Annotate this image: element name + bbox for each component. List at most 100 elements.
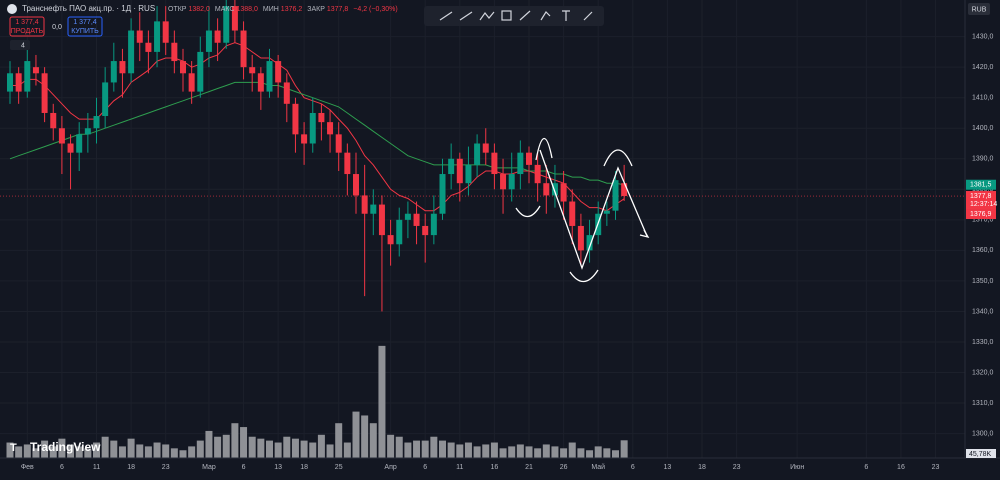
candle-body [309,112,316,144]
stat-value: 1382,0 [188,6,210,13]
sell-button[interactable] [9,16,45,37]
candle-body [551,183,558,196]
candle-body [32,67,39,74]
tool-icon[interactable] [439,11,453,21]
tool-icon[interactable] [583,11,593,21]
tool-icon[interactable] [519,10,531,21]
candle-body [188,73,195,92]
volume-bar [490,442,498,458]
toolbar[interactable] [424,6,604,26]
candle-body [41,73,48,113]
x-tick-label: Июн [790,464,804,471]
x-tick-label: 23 [932,464,940,471]
volume-bar [343,442,351,458]
volume-bar [594,446,602,458]
volume-tag [966,449,996,458]
volume-bar [118,446,126,458]
x-tick-label: 6 [423,464,427,471]
candle-body [491,152,498,175]
candle-body [370,204,377,214]
volume-bar [326,444,334,458]
candle-body [430,213,437,236]
x-tick-label: 6 [60,464,64,471]
y-tick-label: 1410,0 [972,95,994,102]
volume-bar [361,415,369,458]
volume-bar [231,423,239,458]
volume-bar [387,434,395,458]
candle-body [404,213,411,220]
volume-bar [577,448,585,458]
buy-label: КУПИТЬ [71,28,99,35]
volume-bar [196,440,204,458]
volume-bar [248,436,256,458]
volume-bar [153,442,161,458]
y-tick-label: 1430,0 [972,33,994,40]
price-tag [966,209,996,220]
volume-bar [395,436,403,458]
indicators-toggle[interactable] [10,40,30,50]
volume-bar [222,434,230,458]
candle-body [7,73,13,92]
stat-value: 1388,0 [236,6,258,13]
volume-bar [205,430,213,458]
volume-bar [352,411,360,458]
tool-icon[interactable] [501,10,512,21]
stroke [539,149,648,270]
candle-body [110,61,117,83]
volume-bar [439,440,446,458]
tool-icon[interactable] [562,10,570,21]
stroke [603,149,633,167]
sell-label: ПРОДАТЬ [11,28,44,35]
volume-bar [560,448,568,458]
buy-price: 1 377,4 [73,19,96,26]
candle-body [534,164,541,184]
grid [0,0,965,458]
y-tick-label: 1350,0 [972,278,994,285]
stat-value: 1377,8 [327,6,349,13]
x-tick-label: 18 [698,464,706,471]
volume-bar [317,434,325,458]
candle-body [474,143,481,165]
stroke [569,269,599,283]
candle-body [577,225,584,251]
stroke [639,229,650,239]
tool-icon[interactable] [540,11,551,21]
volume-bar [620,440,628,458]
candle-body [361,195,368,214]
logo-mark: T [10,442,17,454]
x-tick-label: 23 [162,464,170,471]
candle-body [344,152,351,175]
volume-bar [144,446,152,458]
stat-label: МИН [263,6,279,13]
volume-bar [32,448,40,458]
symbol: Транснефть ПАО акц.пр. · 1Д · RUS [22,4,155,13]
volume-bar [447,442,455,458]
volume-bar [84,448,92,458]
candle-body [136,30,143,43]
change: −4,2 (−0,30%) [353,6,397,13]
y-tick-label: 1360,0 [972,247,994,254]
volume-bar [179,450,187,458]
currency-box[interactable] [968,3,990,15]
tool-icon[interactable] [459,11,473,21]
buy-button[interactable] [67,16,103,37]
candle-body [119,61,126,74]
volume-bar [378,345,386,458]
price-tag-label: 1376,9 [970,211,992,218]
candle-body [249,67,256,74]
x-tick-label: 11 [456,464,463,471]
x-tick-label: 13 [664,464,672,471]
candle-body [517,152,524,175]
volume-bar [127,438,135,458]
price-tag-label: 1377,8 [970,193,992,200]
volume-bar [162,444,170,458]
price-tag-label: 1381,5 [970,182,992,189]
y-tick-label: 1300,0 [972,430,994,437]
price-tag [966,179,996,190]
candle-body [58,128,65,144]
volume-bar [23,444,31,458]
tool-icon[interactable] [479,11,495,21]
candle-body [292,103,299,135]
candle-body [482,143,489,153]
volume-bar [309,442,317,458]
